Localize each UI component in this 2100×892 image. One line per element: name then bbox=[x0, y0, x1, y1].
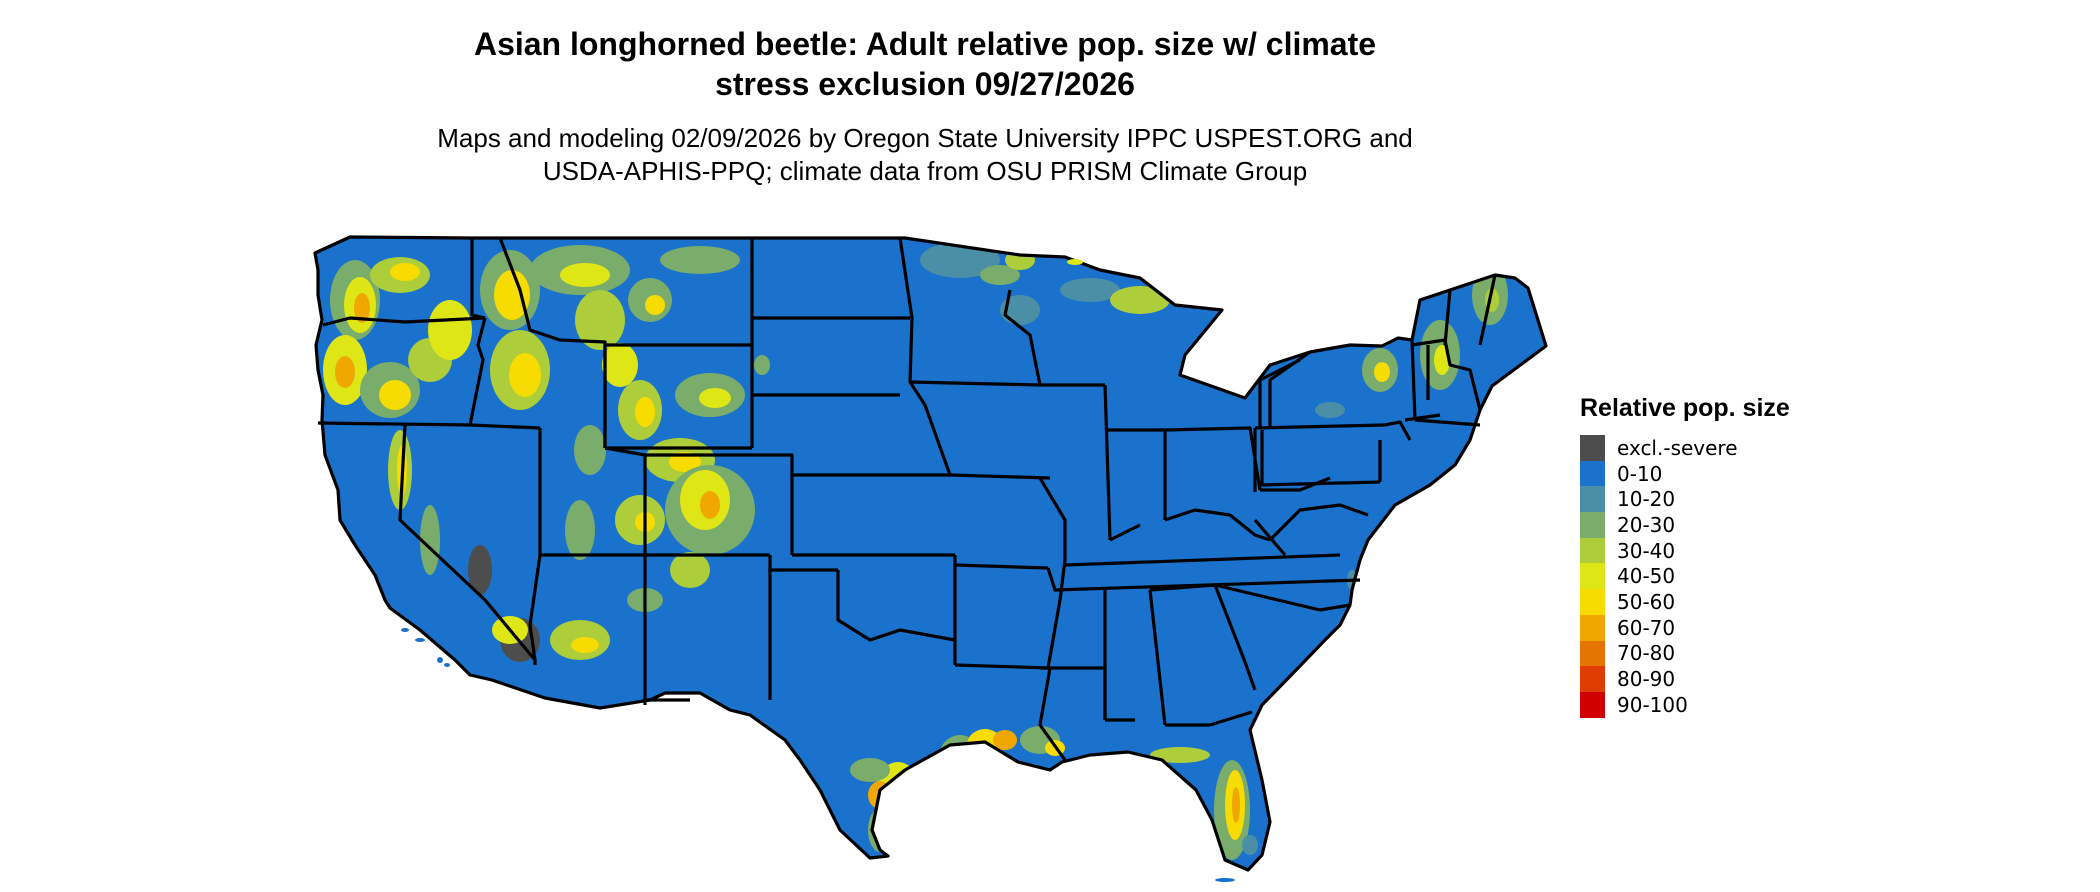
map-legend: Relative pop. size excl.-severe 0-10 10-… bbox=[1580, 394, 1790, 718]
legend-label: 60-70 bbox=[1617, 615, 1676, 640]
legend-item: 70-80 bbox=[1580, 640, 1790, 667]
legend-item: 10-20 bbox=[1580, 486, 1790, 513]
legend-item: 20-30 bbox=[1580, 512, 1790, 538]
legend-label: excl.-severe bbox=[1617, 435, 1738, 460]
legend-swatch bbox=[1580, 614, 1605, 641]
conus-outline bbox=[313, 235, 1548, 872]
legend-label: 80-90 bbox=[1617, 667, 1676, 692]
legend-swatch bbox=[1580, 691, 1605, 718]
map-title-line-1: Asian longhorned beetle: Adult relative … bbox=[473, 26, 1377, 62]
offshore-islands bbox=[401, 259, 1476, 882]
legend-swatch bbox=[1580, 537, 1605, 564]
legend-label: 10-20 bbox=[1617, 487, 1676, 512]
legend-item: 50-60 bbox=[1580, 589, 1790, 615]
legend-swatch bbox=[1580, 640, 1605, 667]
legend-swatch bbox=[1580, 460, 1605, 487]
legend-label: 50-60 bbox=[1617, 589, 1676, 614]
legend-swatch bbox=[1580, 512, 1605, 538]
legend-label: 0-10 bbox=[1617, 461, 1663, 486]
map-subtitle-line-2: USDA-APHIS-PPQ; climate data from OSU PR… bbox=[542, 156, 1308, 186]
legend-swatch bbox=[1580, 589, 1605, 615]
legend-item: excl.-severe bbox=[1580, 435, 1790, 461]
legend-swatch bbox=[1580, 666, 1605, 692]
legend-swatch bbox=[1580, 563, 1605, 590]
legend-item: 30-40 bbox=[1580, 537, 1790, 564]
state-boundaries bbox=[313, 235, 1548, 872]
legend-item: 40-50 bbox=[1580, 563, 1790, 590]
legend-label: 20-30 bbox=[1617, 512, 1676, 537]
legend-swatch bbox=[1580, 486, 1605, 513]
legend-label: 40-50 bbox=[1617, 564, 1676, 589]
legend-swatch bbox=[1580, 435, 1605, 461]
map-title-line-2: stress exclusion 09/27/2026 bbox=[715, 66, 1135, 102]
legend-items: excl.-severe 0-10 10-20 20-30 30-40 40-5… bbox=[1580, 435, 1790, 718]
legend-item: 0-10 bbox=[1580, 460, 1790, 487]
map-title: Asian longhorned beetle: Adult relative … bbox=[300, 24, 1550, 104]
map-subtitle-line-1: Maps and modeling 02/09/2026 by Oregon S… bbox=[437, 123, 1413, 153]
legend-item: 80-90 bbox=[1580, 666, 1790, 692]
legend-title: Relative pop. size bbox=[1580, 394, 1790, 422]
legend-item: 90-100 bbox=[1580, 691, 1790, 718]
legend-label: 90-100 bbox=[1617, 692, 1688, 717]
legend-label: 30-40 bbox=[1617, 538, 1676, 563]
map-subtitle: Maps and modeling 02/09/2026 by Oregon S… bbox=[300, 122, 1550, 188]
legend-label: 70-80 bbox=[1617, 641, 1676, 666]
legend-item: 60-70 bbox=[1580, 614, 1790, 641]
